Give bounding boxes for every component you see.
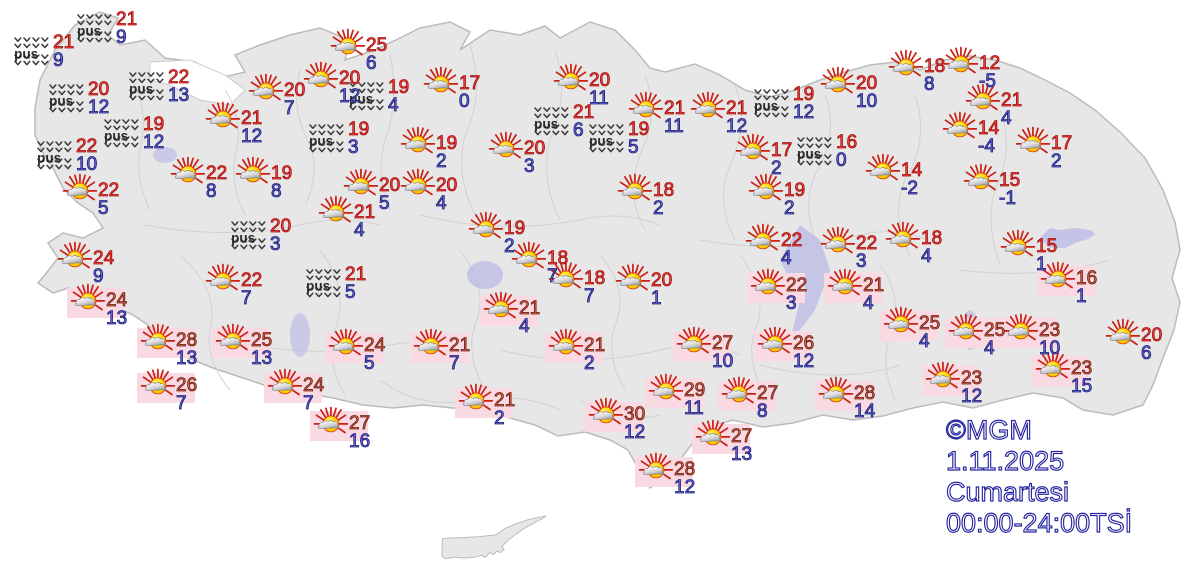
svg-text:1.11.2025: 1.11.2025 [946, 446, 1064, 476]
svg-text:2: 2 [436, 151, 447, 172]
svg-text:7: 7 [241, 288, 252, 309]
svg-text:1: 1 [1036, 254, 1047, 275]
svg-text:13: 13 [731, 444, 752, 465]
svg-text:12: 12 [793, 351, 814, 372]
svg-text:2: 2 [494, 408, 505, 429]
svg-text:2: 2 [584, 353, 595, 374]
svg-text:12: 12 [624, 422, 645, 443]
svg-text:7: 7 [176, 393, 187, 414]
svg-text:10: 10 [1039, 338, 1060, 359]
svg-text:4: 4 [921, 246, 932, 267]
svg-text:00:00-24:00TSİ: 00:00-24:00TSİ [946, 507, 1132, 538]
svg-text:4: 4 [919, 331, 930, 352]
svg-text:©MGM: ©MGM [946, 415, 1032, 445]
svg-text:-5: -5 [979, 71, 996, 92]
svg-text:12: 12 [241, 126, 262, 147]
svg-text:8: 8 [206, 181, 217, 202]
svg-text:3: 3 [786, 293, 797, 314]
svg-text:12: 12 [339, 86, 360, 107]
svg-text:3: 3 [524, 156, 535, 177]
svg-text:12: 12 [674, 477, 695, 498]
svg-text:12: 12 [88, 97, 109, 118]
svg-text:4: 4 [1001, 108, 1012, 129]
svg-text:Cumartesi: Cumartesi [946, 477, 1069, 507]
svg-text:8: 8 [271, 181, 282, 202]
svg-text:9: 9 [116, 27, 127, 48]
svg-text:12: 12 [143, 132, 164, 153]
svg-text:11: 11 [664, 116, 684, 137]
svg-text:4: 4 [519, 316, 530, 337]
svg-text:7: 7 [303, 393, 314, 414]
svg-text:4: 4 [436, 193, 447, 214]
svg-text:12: 12 [961, 386, 982, 407]
svg-text:12: 12 [726, 116, 747, 137]
svg-text:8: 8 [757, 401, 768, 422]
svg-text:9: 9 [53, 50, 64, 71]
svg-text:4: 4 [388, 95, 399, 116]
svg-text:-4: -4 [978, 136, 995, 157]
svg-text:7: 7 [547, 266, 558, 287]
svg-text:11: 11 [684, 398, 704, 419]
svg-text:1: 1 [651, 288, 662, 309]
svg-text:0: 0 [459, 91, 470, 112]
svg-text:13: 13 [251, 348, 272, 369]
svg-text:6: 6 [1141, 343, 1152, 364]
svg-text:3: 3 [348, 137, 359, 158]
svg-text:10: 10 [856, 91, 877, 112]
svg-text:13: 13 [106, 308, 127, 329]
svg-text:14: 14 [854, 401, 876, 422]
svg-text:4: 4 [984, 338, 995, 359]
svg-text:2: 2 [653, 198, 664, 219]
svg-text:12: 12 [793, 102, 814, 123]
svg-text:16: 16 [349, 431, 370, 452]
svg-text:13: 13 [168, 85, 189, 106]
svg-text:5: 5 [628, 137, 639, 158]
svg-text:8: 8 [924, 74, 935, 95]
svg-text:3: 3 [856, 251, 867, 272]
svg-text:4: 4 [863, 293, 874, 314]
svg-text:0: 0 [836, 150, 847, 171]
svg-text:7: 7 [449, 353, 460, 374]
svg-text:2: 2 [784, 198, 795, 219]
svg-text:4: 4 [354, 220, 365, 241]
svg-text:2: 2 [771, 158, 782, 179]
svg-text:4: 4 [781, 248, 792, 269]
svg-text:15: 15 [1071, 376, 1092, 397]
svg-text:10: 10 [76, 154, 97, 175]
svg-text:3: 3 [270, 234, 281, 255]
svg-text:7: 7 [284, 98, 295, 119]
svg-text:13: 13 [176, 348, 197, 369]
svg-text:1: 1 [1076, 286, 1087, 307]
svg-text:5: 5 [345, 282, 356, 303]
svg-text:5: 5 [364, 353, 375, 374]
svg-text:5: 5 [379, 193, 390, 214]
svg-text:10: 10 [712, 351, 733, 372]
svg-text:-1: -1 [999, 188, 1016, 209]
svg-text:7: 7 [584, 286, 595, 307]
svg-text:6: 6 [573, 120, 584, 141]
svg-text:5: 5 [98, 198, 109, 219]
svg-text:2: 2 [1051, 151, 1062, 172]
svg-text:2: 2 [504, 236, 515, 257]
svg-text:-2: -2 [901, 178, 918, 199]
svg-text:9: 9 [93, 266, 104, 287]
svg-text:6: 6 [366, 53, 377, 74]
